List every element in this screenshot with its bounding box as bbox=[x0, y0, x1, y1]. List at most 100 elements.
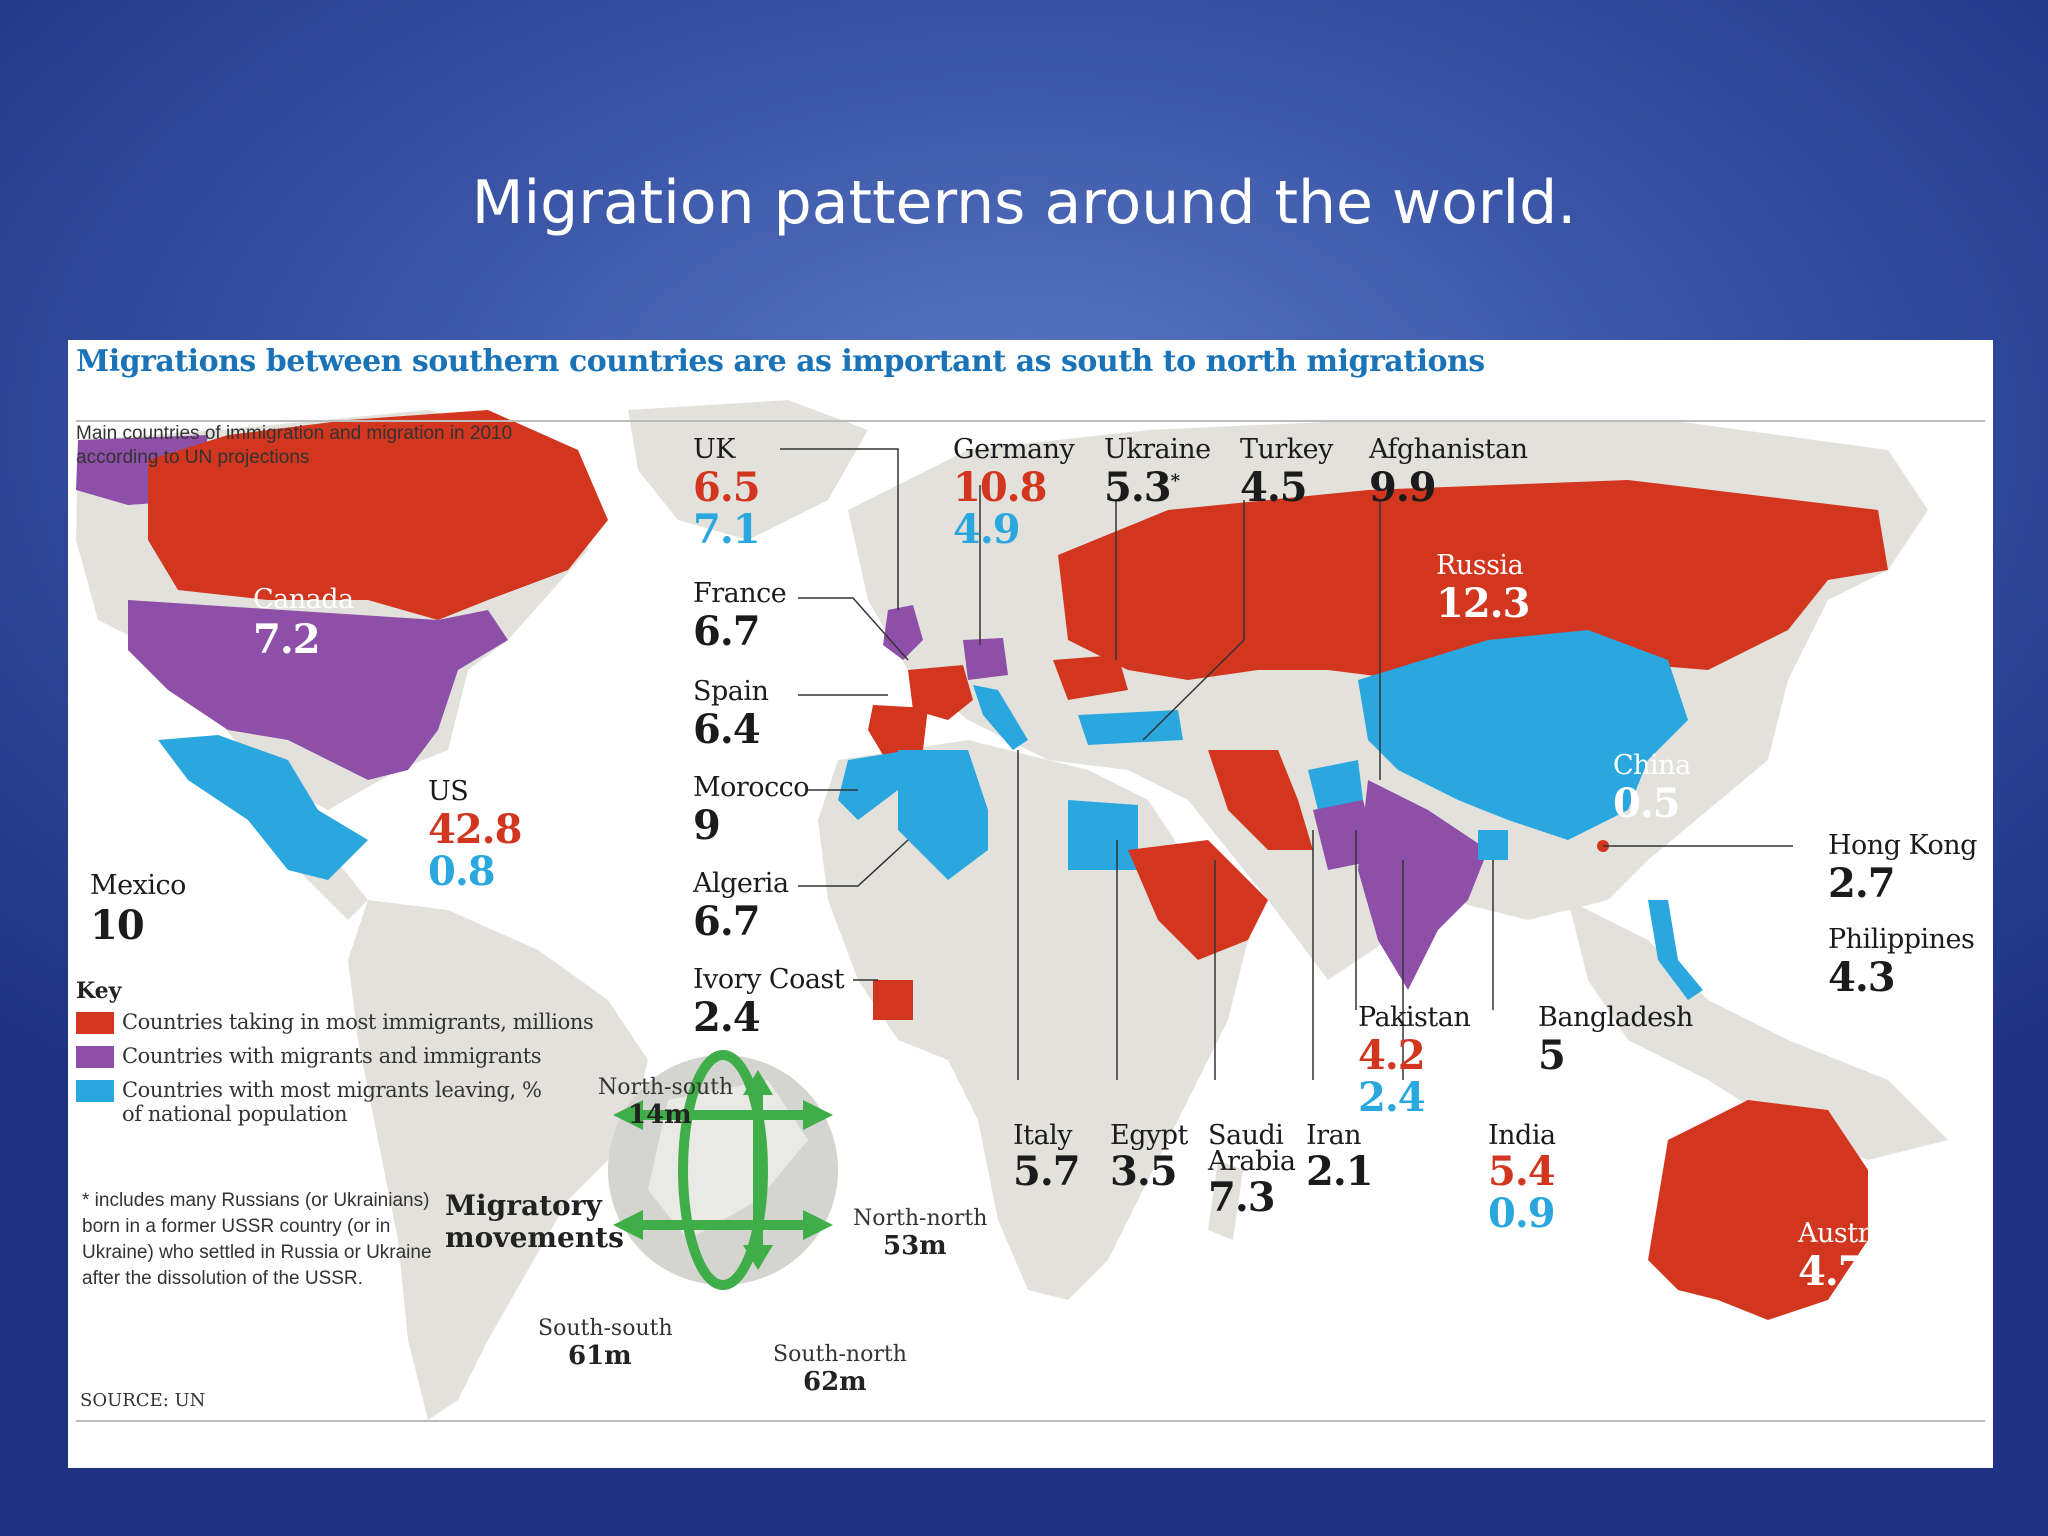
label-hong-kong-immigrants: 2.7 bbox=[1828, 860, 1896, 907]
label-afghanistan-leaving: 9.9 bbox=[1369, 464, 1437, 511]
region-ivory-coast bbox=[873, 980, 913, 1020]
label-australia-immigrants: 4.7 bbox=[1798, 1248, 1866, 1295]
landmass-africa bbox=[818, 740, 1248, 1300]
label-morocco-leaving: 9 bbox=[693, 802, 721, 849]
region-philippines bbox=[1648, 900, 1703, 1000]
label-ukraine-footnote-mark: * bbox=[1170, 470, 1180, 492]
label-uk-immigrants: 6.5 bbox=[693, 464, 761, 511]
label-mexico-leaving: 10 bbox=[90, 902, 145, 949]
region-iran bbox=[1208, 750, 1313, 850]
landmass-greenland bbox=[628, 400, 868, 540]
label-china-name: China bbox=[1613, 750, 1691, 781]
region-us bbox=[128, 600, 508, 780]
region-germany bbox=[963, 638, 1008, 680]
region-bangladesh bbox=[1478, 830, 1508, 860]
movement-south-north-label: South-north bbox=[773, 1342, 907, 1367]
landmass-madagascar bbox=[1208, 1160, 1243, 1240]
label-afghanistan-name: Afghanistan bbox=[1369, 434, 1528, 465]
region-morocco bbox=[838, 752, 898, 820]
label-ukraine-name: Ukraine bbox=[1104, 434, 1211, 465]
region-australia bbox=[1648, 1100, 1868, 1320]
label-us-immigrants: 42.8 bbox=[428, 806, 522, 853]
label-india-name: India bbox=[1488, 1120, 1556, 1151]
region-mexico bbox=[158, 735, 368, 880]
movement-south-south-value: 61m bbox=[568, 1341, 632, 1371]
label-italy-name: Italy bbox=[1013, 1120, 1073, 1151]
label-philippines-leaving: 4.3 bbox=[1828, 954, 1896, 1001]
label-iran-immigrants: 2.1 bbox=[1306, 1148, 1374, 1195]
movements-title-line2: movements bbox=[445, 1221, 624, 1254]
label-pakistan-name: Pakistan bbox=[1358, 1002, 1471, 1033]
region-ukraine bbox=[1053, 655, 1128, 700]
label-germany-leaving: 4.9 bbox=[953, 506, 1021, 553]
label-india-leaving: 0.9 bbox=[1488, 1190, 1556, 1237]
movement-south-south-label: South-south bbox=[538, 1316, 673, 1341]
headline-rule bbox=[76, 420, 1985, 422]
movement-north-south-label: North-south bbox=[598, 1075, 734, 1100]
label-egypt-leaving: 3.5 bbox=[1110, 1148, 1178, 1195]
label-egypt-name: Egypt bbox=[1110, 1120, 1188, 1151]
region-spain bbox=[868, 705, 928, 755]
migratory-globe bbox=[608, 1050, 838, 1290]
region-italy bbox=[973, 685, 1028, 750]
label-russia-name: Russia bbox=[1436, 550, 1524, 581]
label-us-name: US bbox=[428, 776, 469, 807]
label-canada-name: Canada bbox=[253, 584, 354, 615]
region-saudi-arabia bbox=[1128, 840, 1268, 960]
label-germany-immigrants: 10.8 bbox=[953, 464, 1047, 511]
region-afghanistan bbox=[1308, 760, 1363, 810]
infographic-headline: Migrations between southern countries ar… bbox=[76, 344, 1485, 379]
label-ivory-coast-name: Ivory Coast bbox=[693, 964, 845, 995]
region-france bbox=[908, 665, 973, 720]
label-russia-immigrants: 12.3 bbox=[1436, 580, 1530, 627]
label-spain-name: Spain bbox=[693, 676, 769, 707]
leader-lines bbox=[780, 448, 1793, 1080]
infographic-subtitle: Main countries of immigration and migrat… bbox=[76, 423, 513, 468]
movement-south-north-value: 62m bbox=[803, 1367, 867, 1397]
region-china bbox=[1358, 630, 1688, 840]
label-italy-leaving: 5.7 bbox=[1013, 1148, 1081, 1195]
label-canada-immigrants: 7.2 bbox=[253, 616, 321, 663]
label-china-leaving: 0.5 bbox=[1613, 780, 1681, 827]
label-bangladesh-name: Bangladesh bbox=[1538, 1002, 1693, 1033]
label-france-name: France bbox=[693, 578, 787, 609]
label-france-immigrants: 6.7 bbox=[693, 608, 761, 655]
slide-title: Migration patterns around the world. bbox=[471, 168, 1577, 238]
label-saudi-arabia-name-line1: Saudi bbox=[1208, 1120, 1284, 1151]
region-india bbox=[1358, 780, 1488, 990]
key-swatch-purple bbox=[76, 1046, 114, 1068]
label-mexico-name: Mexico bbox=[90, 870, 186, 901]
label-saudi-arabia-immigrants: 7.3 bbox=[1208, 1174, 1276, 1221]
label-hong-kong-name: Hong Kong bbox=[1828, 830, 1977, 861]
region-russia bbox=[1058, 480, 1888, 680]
landmass-south-america bbox=[348, 900, 648, 1420]
label-india-immigrants: 5.4 bbox=[1488, 1148, 1556, 1195]
label-ukraine-immigrants: 5.3* bbox=[1104, 464, 1180, 511]
region-turkey bbox=[1078, 710, 1183, 745]
key-item-both: Countries with migrants and immigrants bbox=[76, 1044, 542, 1068]
label-pakistan-leaving: 2.4 bbox=[1358, 1074, 1426, 1121]
label-turkey-name: Turkey bbox=[1240, 434, 1333, 465]
label-algeria-leaving: 6.7 bbox=[693, 898, 761, 945]
key-item-immigrants: Countries taking in most immigrants, mil… bbox=[76, 1010, 594, 1034]
label-ivory-coast-immigrants: 2.4 bbox=[693, 994, 761, 1041]
key-title: Key bbox=[76, 978, 122, 1004]
region-uk bbox=[883, 605, 923, 660]
bottom-rule bbox=[76, 1420, 1985, 1422]
label-iran-name: Iran bbox=[1306, 1120, 1362, 1151]
label-spain-immigrants: 6.4 bbox=[693, 706, 761, 753]
footnote: * includes many Russians (or Ukrainians)… bbox=[82, 1190, 432, 1289]
region-egypt bbox=[1068, 800, 1138, 870]
region-canada bbox=[148, 410, 608, 620]
region-algeria bbox=[898, 750, 988, 880]
infographic-panel: Migrations between southern countries ar… bbox=[68, 340, 1993, 1468]
label-philippines-name: Philippines bbox=[1828, 924, 1975, 955]
movement-north-north-label: North-north bbox=[853, 1206, 988, 1231]
key-swatch-red bbox=[76, 1012, 114, 1034]
label-turkey-leaving: 4.5 bbox=[1240, 464, 1308, 511]
source-credit: SOURCE: UN bbox=[80, 1390, 206, 1411]
label-us-leaving: 0.8 bbox=[428, 848, 496, 895]
label-germany-name: Germany bbox=[953, 434, 1075, 465]
label-uk-name: UK bbox=[693, 434, 735, 465]
migration-arrows-icon bbox=[628, 1050, 818, 1290]
